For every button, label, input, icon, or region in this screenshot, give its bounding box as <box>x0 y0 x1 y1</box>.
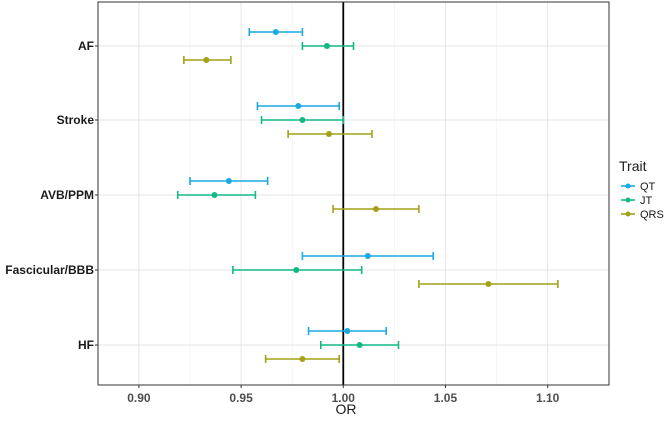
point-estimate <box>295 103 302 109</box>
point-estimate <box>485 281 492 287</box>
error-bar-jt <box>232 266 363 274</box>
x-tick-label: 1.05 <box>434 391 458 405</box>
legend-label: QT <box>640 181 656 193</box>
error-bar-qt <box>256 102 340 110</box>
legend-item-qrs: QRS <box>621 209 664 221</box>
error-bar-qrs <box>183 56 232 64</box>
x-tick-label: 0.90 <box>127 391 151 405</box>
category-label: Stroke <box>57 113 95 127</box>
x-tick-label: 0.95 <box>229 391 253 405</box>
point-estimate <box>344 328 351 334</box>
point-estimate <box>299 117 306 123</box>
error-bar-qrs <box>264 355 340 363</box>
point-estimate <box>325 131 332 137</box>
point-estimate <box>293 267 300 273</box>
point-estimate <box>203 57 210 63</box>
error-bar-qrs <box>418 280 559 288</box>
legend-key-point <box>625 197 631 203</box>
error-bar-jt <box>260 116 345 124</box>
error-bar-qt <box>301 252 435 260</box>
error-bar-qt <box>248 28 304 36</box>
series-layer <box>176 28 559 363</box>
error-bar-jt <box>301 42 355 50</box>
legend: Trait QT JT QRS <box>619 158 664 221</box>
legend-label: QRS <box>640 209 664 221</box>
category-label: AF <box>78 39 94 53</box>
error-bar-qt <box>307 327 388 335</box>
legend-key-point <box>625 183 631 189</box>
x-tick-label: 1.10 <box>536 391 560 405</box>
category-labels: AF Stroke AVB/PPM Fascicular/BBB HF <box>5 39 98 352</box>
point-estimate <box>364 253 371 259</box>
error-bar-jt <box>319 341 400 349</box>
legend-label: JT <box>640 195 653 207</box>
plot-panel-border <box>97 1 610 386</box>
error-bar-qrs <box>332 205 420 213</box>
category-label: HF <box>78 338 94 352</box>
category-label: AVB/PPM <box>40 188 94 202</box>
point-estimate <box>299 356 306 362</box>
point-estimate <box>356 342 363 348</box>
error-bar-qt <box>189 177 269 185</box>
legend-key-point <box>625 211 631 217</box>
point-estimate <box>372 206 379 212</box>
category-label: Fascicular/BBB <box>5 263 94 277</box>
legend-title: Trait <box>619 158 647 174</box>
error-bar-qrs <box>287 130 373 138</box>
point-estimate <box>225 178 232 184</box>
point-estimate <box>211 192 218 198</box>
point-estimate <box>272 29 279 35</box>
x-tick-label: 1.00 <box>332 391 356 405</box>
error-bar-jt <box>176 191 257 199</box>
x-axis-ticks: 0.90 0.95 1.00 1.05 1.10 <box>127 385 560 405</box>
legend-item-jt: JT <box>621 195 653 207</box>
point-estimate <box>323 43 330 49</box>
x-axis-title: OR <box>336 401 357 417</box>
legend-item-qt: QT <box>621 181 656 193</box>
plot-panel-background <box>98 2 609 385</box>
